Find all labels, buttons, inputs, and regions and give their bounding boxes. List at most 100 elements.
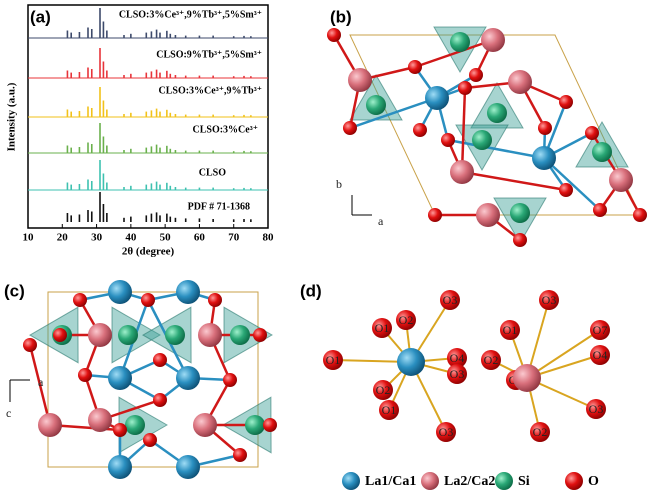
oxygen-label: O3 [589, 402, 604, 416]
x-tick-label: 50 [160, 232, 172, 244]
la2-atom [508, 70, 532, 94]
series-label: CLSO:3%Ce³⁺ [193, 124, 259, 135]
la1-atom [176, 366, 200, 390]
o-atom [372, 318, 392, 338]
la2-atom [193, 413, 217, 437]
panel-label: (b) [330, 7, 352, 26]
x-tick-label: 10 [23, 232, 35, 244]
axis-name: b [336, 177, 342, 191]
o-atom [441, 133, 455, 147]
o-atom [436, 422, 456, 442]
legend-label: O [588, 474, 599, 489]
si-atom [230, 325, 250, 345]
bond [461, 170, 567, 192]
series-label: CLSO:9%Tb³⁺,5%Sm³⁺ [156, 49, 262, 60]
x-tick-label: 40 [125, 232, 137, 244]
y-axis-label: Intensity (a.u.) [6, 82, 18, 151]
la1-atom [397, 348, 425, 376]
la1-atom [176, 280, 200, 304]
series-label: PDF # 71-1368 [188, 201, 250, 212]
o-atom [633, 208, 647, 222]
o-atom [141, 293, 155, 307]
la1-atom [108, 455, 132, 479]
o-atom [23, 338, 37, 352]
si-atom [245, 415, 265, 435]
la2-atom [481, 28, 505, 52]
oxygen-label: O1 [382, 403, 397, 417]
panel-label: (a) [30, 7, 51, 26]
o-atom [413, 123, 427, 137]
legend-swatch [421, 472, 439, 490]
x-tick-label: 80 [263, 232, 275, 244]
x-tick-label: 60 [194, 232, 206, 244]
la2-atom [88, 408, 112, 432]
oxygen-label: O2 [533, 425, 548, 439]
oxygen-label: O4 [450, 351, 465, 365]
o-atom [530, 422, 550, 442]
si-atom [165, 325, 185, 345]
la2-atom [198, 323, 222, 347]
o-atom [458, 81, 472, 95]
oxygen-label: O2 [399, 313, 414, 327]
o-atom [153, 353, 167, 367]
oxygen-label: O1 [326, 353, 341, 367]
o-atom [469, 68, 483, 82]
o-atom [78, 368, 92, 382]
o-atom [538, 121, 552, 135]
series-label: CLSO [199, 167, 226, 178]
legend-label: Si [518, 474, 530, 489]
panel-label: (c) [4, 281, 25, 300]
si-atom [118, 325, 138, 345]
la2-atom [88, 323, 112, 347]
la1-atom [532, 146, 556, 170]
si-atom [510, 203, 530, 223]
la2-atom [476, 203, 500, 227]
legend-swatch [565, 472, 583, 490]
series-label: CLSO:3%Ce³⁺,9%Tb³⁺,5%Sm³⁺ [119, 9, 262, 20]
o-atom [585, 126, 599, 140]
o-atom [323, 350, 343, 370]
si-atom [450, 32, 470, 52]
o-atom [559, 95, 573, 109]
la2-atom [348, 68, 372, 92]
legend-swatch [342, 472, 360, 490]
axis-name: a [38, 375, 44, 389]
panel-label: (d) [300, 281, 322, 300]
axis-name: c [6, 406, 11, 420]
o-atom [408, 60, 422, 74]
si-atom [592, 142, 612, 162]
oxygen-label: O3 [450, 367, 465, 381]
bond [526, 329, 601, 379]
x-tick-label: 30 [91, 232, 103, 244]
o-atom [233, 448, 247, 462]
structures: O3O1O2O1O4O3O2O1O3O3O1O7O2O4O1O3O2 [23, 26, 647, 490]
x-tick-label: 70 [228, 232, 240, 244]
la2-atom [609, 168, 633, 192]
bond [460, 87, 467, 173]
si-atom [125, 415, 145, 435]
o-atom [208, 293, 222, 307]
oxygen-label: O3 [443, 293, 458, 307]
x-tick-label: 20 [57, 232, 69, 244]
oxygen-label: O7 [593, 323, 608, 337]
oxygen-label: O3 [439, 425, 454, 439]
o-atom [396, 310, 416, 330]
o-atom [428, 208, 442, 222]
o-atom [500, 320, 520, 340]
o-atom [481, 350, 501, 370]
oxygen-label: O2 [484, 353, 499, 367]
legend-swatch [495, 472, 513, 490]
la1-atom [108, 280, 132, 304]
bond [349, 96, 438, 130]
bond [543, 157, 601, 211]
bond [28, 344, 52, 426]
oxygen-label: O1 [503, 323, 518, 337]
o-atom [327, 28, 341, 42]
o-atom [373, 380, 393, 400]
o-atom [53, 328, 67, 342]
la1-atom [425, 86, 449, 110]
o-atom [113, 423, 127, 437]
o-atom [447, 348, 467, 368]
o-atom [223, 373, 237, 387]
o-atom [379, 400, 399, 420]
